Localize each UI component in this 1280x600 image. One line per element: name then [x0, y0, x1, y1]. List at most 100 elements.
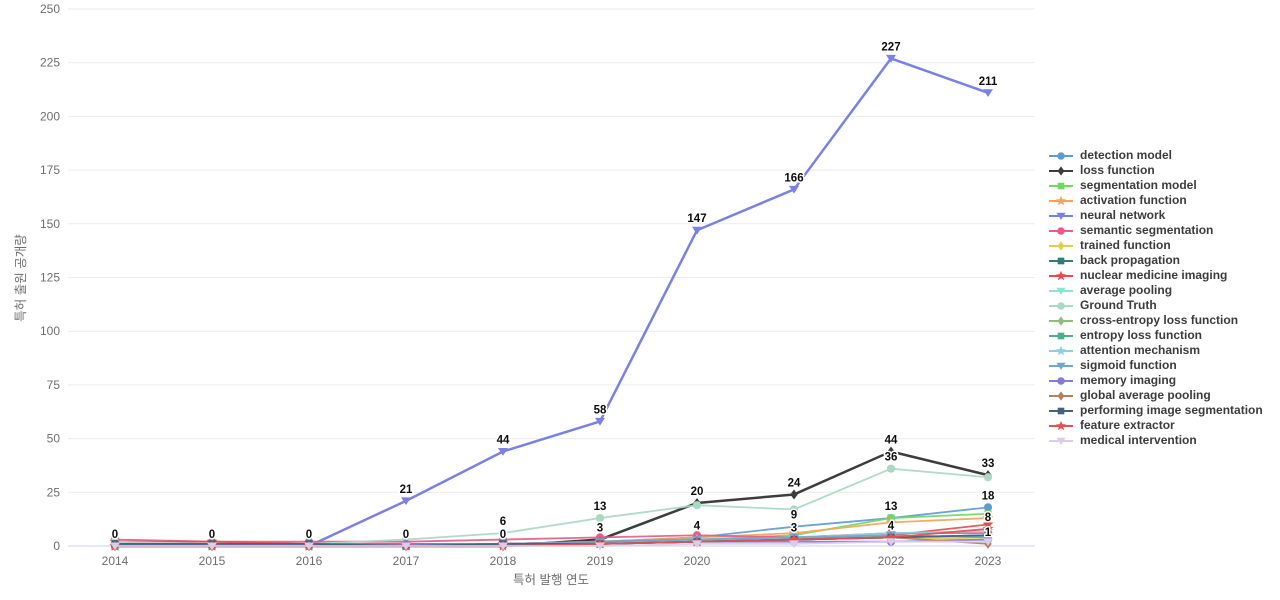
y-axis-tick-labels: 0 25 50 75 100 125 150 175 200 225 250 — [40, 2, 60, 553]
point-label: 211 — [979, 76, 998, 88]
legend-item-memory-imaging[interactable]: memory imaging — [1048, 373, 1263, 388]
triangle-down-marker-icon — [498, 447, 508, 456]
point-label: 0 — [500, 529, 506, 541]
legend-item-medical-intervention[interactable]: medical intervention — [1048, 433, 1263, 448]
legend-item-back-propagation[interactable]: back propagation — [1048, 253, 1263, 268]
star-legend-marker-icon — [1049, 345, 1073, 355]
triangle-down-marker-icon — [595, 417, 605, 426]
legend-item-sigmoid-function[interactable]: sigmoid function — [1048, 358, 1263, 373]
point-label: 0 — [306, 529, 312, 541]
diamond-legend-marker-icon — [1049, 390, 1073, 401]
legend-item-attention-mechanism[interactable]: attention mechanism — [1048, 343, 1263, 358]
point-label: 1 — [985, 527, 992, 539]
diamond-marker-icon — [887, 446, 895, 457]
x-axis-title: 특허 발행 연도 — [513, 572, 589, 587]
triangle-down-legend-marker-icon — [1049, 362, 1073, 370]
circle-legend-marker-icon — [1049, 226, 1073, 235]
legend-item-label: global average pooling — [1080, 388, 1211, 402]
legend: detection model loss function segmentation… — [1048, 148, 1263, 448]
circle-legend-marker-icon — [1049, 151, 1073, 160]
legend-item-activation-function[interactable]: activation function — [1048, 193, 1263, 208]
triangle-down-marker-icon — [498, 542, 508, 551]
point-label: 13 — [885, 501, 898, 513]
triangle-down-marker-icon — [983, 89, 993, 98]
legend-item-label: medical intervention — [1080, 433, 1197, 447]
point-label: 21 — [400, 484, 413, 496]
circle-marker-icon — [498, 529, 508, 538]
point-label: 6 — [500, 516, 506, 528]
legend-item-label: trained function — [1080, 238, 1171, 252]
point-label: 147 — [687, 213, 706, 225]
star-marker-icon — [982, 512, 994, 523]
star-marker-icon — [788, 533, 800, 545]
diamond-legend-marker-icon — [1049, 240, 1073, 251]
legend-item-loss-function[interactable]: loss function — [1048, 163, 1263, 178]
y-tick-label: 175 — [40, 163, 60, 177]
y-tick-label: 0 — [53, 539, 60, 553]
legend-item-nuclear-medicine-imaging[interactable]: nuclear medicine imaging — [1048, 268, 1263, 283]
point-label: 13 — [594, 501, 607, 513]
x-tick-label: 2019 — [587, 554, 614, 568]
y-tick-label: 100 — [40, 324, 60, 338]
square-legend-marker-icon — [1049, 257, 1073, 264]
legend-item-average-pooling[interactable]: average pooling — [1048, 283, 1263, 298]
triangle-down-legend-marker-icon — [1049, 437, 1073, 445]
legend-item-label: attention mechanism — [1080, 343, 1201, 357]
star-marker-icon — [885, 516, 897, 528]
point-label: 0 — [403, 529, 409, 541]
triangle-down-marker-icon — [401, 497, 411, 506]
y-axis-title: 특허 출원 공개량 — [14, 234, 28, 322]
point-label: 166 — [784, 172, 803, 184]
circle-marker-icon — [595, 513, 605, 523]
triangle-down-marker-icon — [789, 185, 799, 194]
legend-item-feature-extractor[interactable]: feature extractor — [1048, 418, 1263, 433]
legend-item-entropy-loss-function[interactable]: entropy loss function — [1048, 328, 1263, 343]
triangle-down-legend-marker-icon — [1049, 212, 1073, 220]
legend-item-global-average-pooling[interactable]: global average pooling — [1048, 388, 1263, 403]
circle-marker-icon — [789, 522, 799, 531]
square-legend-marker-icon — [1049, 407, 1073, 414]
legend-item-label: performing image segmentation — [1080, 403, 1263, 417]
legend-item-label: semantic segmentation — [1080, 223, 1214, 237]
point-label: 3 — [597, 523, 603, 535]
series-neural-network — [110, 54, 993, 551]
star-marker-icon — [982, 523, 994, 534]
circle-legend-marker-icon — [1049, 301, 1073, 310]
legend-item-trained-function[interactable]: trained function — [1048, 238, 1263, 253]
legend-item-ground-truth[interactable]: Ground Truth — [1048, 298, 1263, 313]
legend-item-label: sigmoid function — [1080, 358, 1177, 372]
point-label: 4 — [694, 520, 701, 532]
legend-item-label: activation function — [1080, 193, 1187, 207]
circle-marker-icon — [983, 503, 993, 512]
point-label: 24 — [788, 477, 801, 489]
y-tick-label: 75 — [47, 378, 61, 392]
point-label: 36 — [885, 452, 898, 464]
y-tick-label: 200 — [40, 109, 60, 123]
legend-item-performing-image-segmentation[interactable]: performing image segmentation — [1048, 403, 1263, 418]
y-tick-label: 225 — [40, 56, 60, 70]
point-label: 58 — [594, 404, 607, 416]
legend-item-label: entropy loss function — [1080, 328, 1203, 342]
triangle-down-marker-icon — [789, 540, 799, 549]
legend-item-detection-model[interactable]: detection model — [1048, 148, 1263, 163]
triangle-down-marker-icon — [692, 226, 702, 235]
triangle-down-marker-icon — [886, 538, 896, 546]
square-legend-marker-icon — [1049, 182, 1073, 189]
legend-item-neural-network[interactable]: neural network — [1048, 208, 1263, 223]
point-label: 8 — [985, 512, 992, 524]
square-marker-icon — [984, 531, 992, 539]
point-label: 9 — [791, 510, 797, 522]
legend-item-segmentation-model[interactable]: segmentation model — [1048, 178, 1263, 193]
series-lines — [109, 54, 994, 551]
triangle-down-marker-icon — [983, 538, 993, 546]
x-tick-label: 2018 — [490, 554, 517, 568]
legend-item-cross-entropy-loss-function[interactable]: cross-entropy loss function — [1048, 313, 1263, 328]
point-label: 33 — [982, 458, 995, 470]
x-tick-label: 2021 — [781, 554, 808, 568]
point-label: 18 — [982, 490, 995, 502]
legend-item-semantic-segmentation[interactable]: semantic segmentation — [1048, 223, 1263, 238]
x-axis-tick-labels: 2014 2015 2016 2017 2018 2019 2020 2021 2022 2023 — [102, 554, 1002, 568]
